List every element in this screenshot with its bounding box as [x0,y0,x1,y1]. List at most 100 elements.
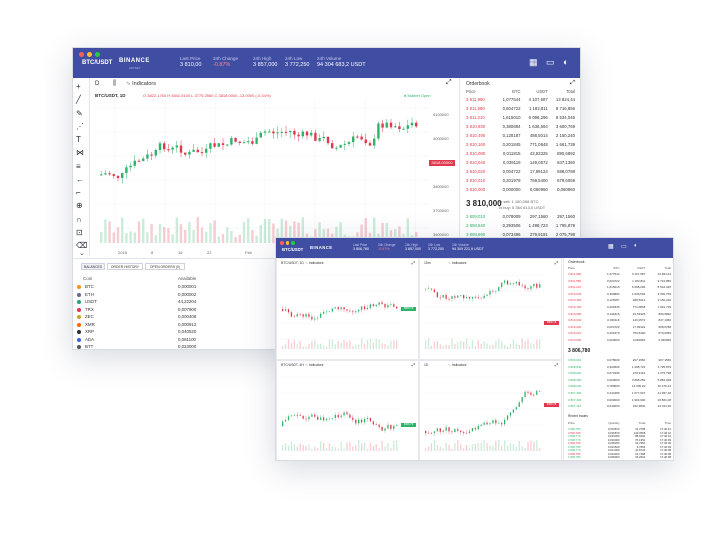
crosshair-icon[interactable]: + [76,82,81,91]
ask-row[interactable]: 3 810,490 0,128187 488,5014 2 150,240 [460,133,580,138]
chat-icon[interactable]: ▭ [621,244,627,250]
ruler-icon[interactable]: ⌐ [76,188,81,197]
balance-row[interactable]: TRX 0,007900 [73,307,459,314]
trash-icon[interactable]: ⌫ [76,241,88,250]
interval-select[interactable]: D [95,81,100,87]
bid-row[interactable]: 3 807,290 0,000000 1 903,900 23 861,08 [564,398,673,402]
panel-expand-icon[interactable]: ⤢ [411,260,415,265]
ask-row[interactable]: 3 810,020 0,004722 17,99124 698,0788 [564,325,673,329]
tab-order-history[interactable]: ORDER HISTORY [107,263,143,270]
balance-row[interactable]: ZEC 0,000408 [73,314,459,321]
panel-expand-icon[interactable]: ⤢ [554,362,558,367]
bid-row[interactable]: 3 807,110 0,040000 152,2840 24 013,36 [564,404,673,408]
mini-chart-panel[interactable]: BTC/USDT, 1D ∿ Indicators ⤢ 3806.78 [276,258,419,360]
ask-row[interactable]: 3 810,080 0,011815 43,53325 890,6892 [460,151,580,156]
bid-row[interactable]: 3 808,030 3,780000 14 395,20 20 279,24 [564,384,673,388]
panel-symbol[interactable]: 15m [424,261,431,265]
ask-row[interactable]: 3 811,990 1,077544 4 107,587 13 824,44 [564,272,673,276]
chat-icon[interactable]: ▭ [546,57,555,67]
maximize-dot[interactable] [291,241,295,245]
candle-body [492,290,494,292]
balance-row[interactable]: ETH 0,000002 [73,292,459,299]
orderbook-expand-icon[interactable]: ⤢ [570,80,575,86]
panel-expand-icon[interactable]: ⤢ [411,362,415,367]
minimize-dot[interactable] [285,241,289,245]
ask-row[interactable]: 3 810,490 0,128187 488,5014 2 150,240 [564,298,673,302]
trade-header-cell: Quantity [608,421,620,425]
trendline-icon[interactable]: ╱ [76,95,81,104]
ask-row[interactable]: 3 810,000 0,000000 0,060960 0,060960 [564,338,673,342]
ask-row[interactable]: 3 810,080 0,011815 43,53325 890,6892 [564,312,673,316]
minimize-dot[interactable] [87,52,92,57]
close-dot[interactable] [79,52,84,57]
text-tool-icon[interactable]: T [76,135,81,144]
ask-row[interactable]: 3 811,580 0,604722 1 182,811 9 716,856 [460,106,580,111]
panel-symbol[interactable]: 1D [424,363,429,367]
candle-body [293,130,296,135]
tab-balances[interactable]: BALANCES [81,263,105,270]
collapse-chevron-icon[interactable]: ⌄ [79,250,85,257]
pair-selector[interactable]: BTC/USDT [82,60,113,66]
layout-icon[interactable]: ▦ [608,244,614,250]
ask-row[interactable]: 3 810,010 0,201979 769,5400 679,6059 [564,331,673,335]
maximize-dot[interactable] [95,52,100,57]
panel-symbol[interactable]: BTC/USDT, 4H [281,363,304,367]
bid-row[interactable]: 3 807,490 0,441989 1 677,937 21 957,18 [564,391,673,395]
pair-selector[interactable]: BTC/USDT [282,247,304,252]
mini-chart-panel[interactable]: 15m ∿ Indicators ⤢ 3806.78 [419,258,562,360]
mini-chart-panel[interactable]: 1D ∿ Indicators ⤢ 3806.78 [419,360,562,460]
panel-indicators-button[interactable]: ∿ Indicators [448,261,467,265]
bid-row[interactable]: 3 808,840 0,393506 1 498,723 1 795,879 [564,365,673,369]
ask-row[interactable]: 3 811,580 0,604722 1 182,811 9 716,856 [564,279,673,283]
brush-icon[interactable]: ✎ [76,109,83,118]
balance-row[interactable]: USDT 44,22204 [73,299,459,306]
ask-row[interactable]: 3 811,210 1,615010 6 098,296 8 534,045 [564,285,673,289]
theme-icon[interactable]: ◐ [563,57,569,67]
fib-icon[interactable]: ≡ [76,162,81,171]
bid-row[interactable]: 3 808,840 0,393506 1 498,723 1 795,879 [460,223,580,228]
indicators-button[interactable]: ∿ Indicators [126,81,156,87]
panel-expand-icon[interactable]: ⤢ [554,260,558,265]
ask-row[interactable]: 3 811,990 1,077544 4 107,587 13 824,44 [460,97,580,102]
lock-icon[interactable]: ⊡ [76,228,83,237]
fullscreen-icon[interactable]: ⤢ [446,79,452,86]
ask-row[interactable]: 3 810,930 0,380884 1 636,594 3 600,769 [564,292,673,296]
arrow-left-icon[interactable]: ← [76,175,84,184]
balance-row[interactable]: BTC 0,000001 [73,284,459,291]
ask-row[interactable]: 3 810,040 0,039119 149,0572 847,1360 [460,160,580,165]
ask-row[interactable]: 3 810,040 0,039119 149,0572 847,1360 [564,318,673,322]
trade-row: 3 806,770 0,020000 76,1354 17:46:07 [564,459,673,461]
pattern-icon[interactable]: ⋰ [76,122,84,131]
candle-type-icon[interactable]: ⫼ [113,80,117,87]
panel-indicators-button[interactable]: ∿ Indicators [305,261,324,265]
panel-indicators-button[interactable]: ∿ Indicators [305,363,324,367]
ask-row[interactable]: 3 810,010 0,201979 769,5400 679,6059 [460,178,580,183]
panel-indicators-button[interactable]: ∿ Indicators [448,363,467,367]
ask-row[interactable]: 3 810,020 0,004722 17,99124 698,0788 [460,169,580,174]
bid-row[interactable]: 3 808,250 0,000000 3 808,250 5 884,048 [564,378,673,382]
volume-bar [158,224,162,243]
ask-row[interactable]: 3 810,160 0,201845 771,0848 1 661,739 [460,142,580,147]
bid-row[interactable]: 3 809,010 0,078009 297,1560 297,1560 [564,358,673,362]
measure-icon[interactable]: ⋈ [76,148,84,157]
ask-row[interactable]: 3 810,000 0,000000 0,060960 0,060960 [460,187,580,192]
layout-icon[interactable]: ▦ [529,57,538,67]
balance-row[interactable]: BTT 0,023000 [73,344,459,349]
ask-row[interactable]: 3 810,160 0,201845 771,0848 1 661,739 [564,305,673,309]
mini-chart-panel[interactable]: BTC/USDT, 4H ∿ Indicators ⤢ 3806.78 [276,360,419,460]
bid-row[interactable]: 3 809,010 0,078009 297,1560 297,1560 [460,214,580,219]
magnet-icon[interactable]: ∩ [76,215,82,224]
ask-row[interactable]: 3 810,930 0,380884 1 636,594 3 600,769 [460,124,580,129]
tab-open-orders-[interactable]: OPEN ORDERS (0) [145,263,185,270]
panel-symbol[interactable]: BTC/USDT, 1D [281,261,304,265]
price-chart[interactable] [95,100,429,243]
theme-icon[interactable]: ◐ [634,243,638,249]
close-dot[interactable] [280,241,284,245]
ask-row[interactable]: 3 811,210 1,615010 6 098,296 8 534,045 [460,115,580,120]
bid-row[interactable]: 3 808,690 0,073496 279,9191 2 075,798 [564,371,673,375]
bid-row[interactable]: 3 808,690 0,073496 279,9191 2 075,798 [460,232,580,237]
balance-row[interactable]: XRP 0,040520 [73,329,459,336]
zoom-icon[interactable]: ⊕ [76,201,83,210]
balance-row[interactable]: XMR 0,000912 [73,322,459,329]
balance-row[interactable]: ADA 0,081100 [73,337,459,344]
